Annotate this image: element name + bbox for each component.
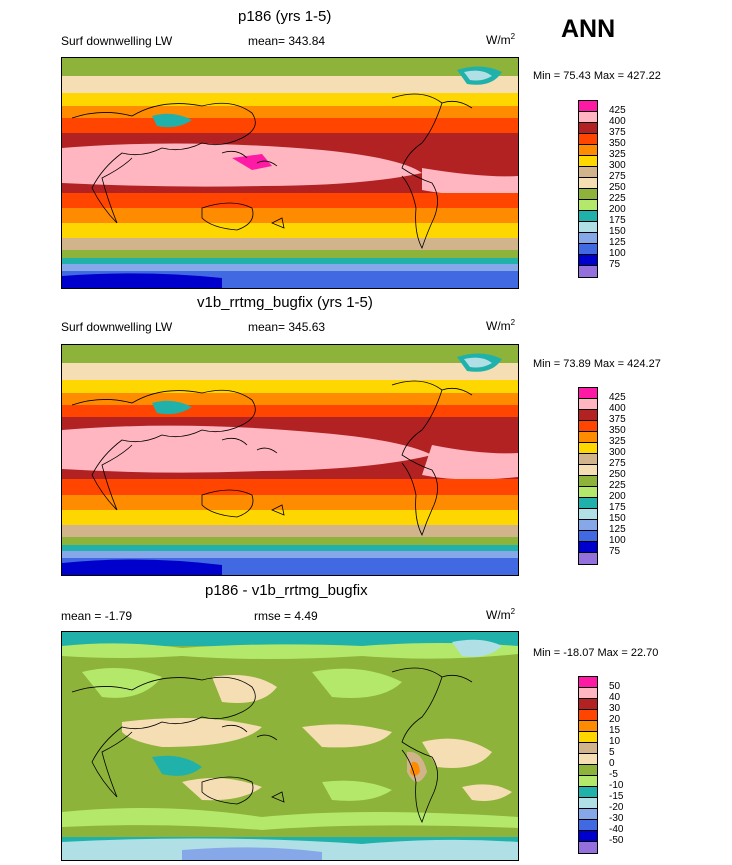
panel2-units: W/m2: [486, 318, 516, 333]
panel2-colorbar-tick: 100: [609, 535, 626, 546]
panel2-colorbar-tick: 325: [609, 436, 626, 447]
panel2-colorbar-tick: 300: [609, 447, 626, 458]
panel2-colorbar-tick: 125: [609, 524, 626, 535]
panel1-minmax: Min = 75.43 Max = 427.22: [533, 70, 661, 82]
panel3-rmse: rmse = 4.49: [254, 609, 318, 623]
panel3-minmax: Min = -18.07 Max = 22.70: [533, 647, 659, 659]
panel2-minmax: Min = 73.89 Max = 424.27: [533, 358, 661, 370]
panel1-colorbar-tick: 125: [609, 237, 626, 248]
panel3-colorbar-tick: -50: [609, 835, 624, 846]
panel1-colorbar-tick: 250: [609, 182, 626, 193]
panel1-colorbar-tick: 150: [609, 226, 626, 237]
panel2-colorbar-tick: 225: [609, 480, 626, 491]
panel1-mean: mean= 343.84: [248, 34, 326, 48]
panel3-mean: mean = -1.79: [61, 609, 133, 623]
panel3-colorbar-tick: 5: [609, 747, 615, 758]
panel2-colorbar-tick: 275: [609, 458, 626, 469]
panel2-variable-label: Surf downwelling LW: [61, 320, 173, 334]
panel2-mean: mean= 345.63: [248, 320, 326, 334]
panel3-colorbar-tick: -5: [609, 769, 618, 780]
panel1-colorbar-tick: 200: [609, 204, 626, 215]
season-label: ANN: [561, 15, 616, 43]
panel2-colorbar-tick: 200: [609, 491, 626, 502]
panel3-colorbar: [578, 676, 598, 854]
panel2-colorbar-tick: 250: [609, 469, 626, 480]
panel1-colorbar-tick: 75: [609, 259, 621, 270]
panel3-colorbar-tick: -30: [609, 813, 624, 824]
panel1-units: W/m2: [486, 32, 516, 47]
panel1-map: [61, 57, 519, 289]
panel1-colorbar: [578, 100, 598, 278]
panel3-colorbar-tick: -40: [609, 824, 624, 835]
panel3-colorbar-tick: 10: [609, 736, 621, 747]
panel1-colorbar-tick: 425: [609, 105, 626, 116]
panel1-colorbar-tick: 300: [609, 160, 626, 171]
panel3-colorbar-tick: 0: [609, 758, 615, 769]
panel2-colorbar-tick: 375: [609, 414, 626, 425]
panel1-colorbar-tick: 400: [609, 116, 626, 127]
panel3-colorbar-tick: 20: [609, 714, 621, 725]
panel1-variable-label: Surf downwelling LW: [61, 34, 173, 48]
panel1-colorbar-tick: 375: [609, 127, 626, 138]
panel3-map: [61, 631, 519, 861]
panel1-colorbar-tick: 100: [609, 248, 626, 259]
panel1-colorbar-tick: 175: [609, 215, 626, 226]
panel2-colorbar-tick: 350: [609, 425, 626, 436]
panel2-colorbar-tick: 150: [609, 513, 626, 524]
panel1-colorbar-tick: 350: [609, 138, 626, 149]
panel2-colorbar-tick: 425: [609, 392, 626, 403]
panel3-colorbar-tick: 30: [609, 703, 621, 714]
panel2-map: [61, 344, 519, 576]
panel1-colorbar-tick: 275: [609, 171, 626, 182]
panel3-colorbar-tick: -20: [609, 802, 624, 813]
panel3-colorbar-tick: 40: [609, 692, 621, 703]
panel2-colorbar: [578, 387, 598, 565]
panel1-title: p186 (yrs 1-5): [238, 8, 332, 25]
panel3-colorbar-tick: -15: [609, 791, 624, 802]
panel3-colorbar-tick: -10: [609, 780, 624, 791]
panel2-colorbar-tick: 175: [609, 502, 626, 513]
panel3-colorbar-tick: 15: [609, 725, 621, 736]
panel2-colorbar-tick: 75: [609, 546, 621, 557]
panel3-units: W/m2: [486, 607, 516, 622]
panel2-title: v1b_rrtmg_bugfix (yrs 1-5): [197, 294, 373, 311]
panel1-colorbar-tick: 225: [609, 193, 626, 204]
panel3-colorbar-tick: 50: [609, 681, 621, 692]
panel1-colorbar-tick: 325: [609, 149, 626, 160]
panel3-title: p186 - v1b_rrtmg_bugfix: [205, 582, 368, 599]
panel2-colorbar-tick: 400: [609, 403, 626, 414]
